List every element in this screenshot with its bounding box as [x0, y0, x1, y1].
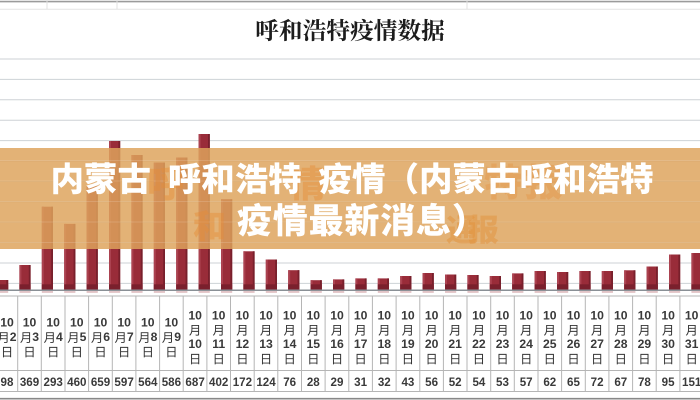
svg-text:31: 31	[685, 337, 699, 351]
svg-text:3: 3	[32, 330, 39, 344]
svg-text:10: 10	[46, 316, 60, 330]
svg-text:53: 53	[496, 376, 509, 389]
svg-text:10: 10	[448, 308, 462, 322]
svg-text:10: 10	[188, 337, 202, 351]
svg-text:65: 65	[567, 376, 580, 389]
svg-text:10: 10	[94, 316, 108, 330]
svg-text:27: 27	[590, 337, 604, 351]
svg-text:25: 25	[543, 337, 557, 351]
svg-text:13: 13	[259, 337, 273, 351]
svg-text:30: 30	[661, 337, 675, 351]
svg-text:20: 20	[425, 337, 439, 351]
svg-text:10: 10	[283, 308, 297, 322]
svg-text:151: 151	[682, 376, 700, 389]
svg-text:10: 10	[307, 308, 321, 322]
svg-text:564: 564	[138, 376, 158, 389]
svg-text:29: 29	[331, 376, 344, 389]
svg-text:402: 402	[209, 376, 228, 389]
svg-text:22: 22	[472, 337, 486, 351]
svg-text:98: 98	[1, 376, 14, 389]
svg-text:21: 21	[448, 337, 462, 351]
svg-text:10: 10	[23, 316, 37, 330]
svg-text:28: 28	[307, 376, 320, 389]
svg-text:10: 10	[165, 316, 179, 330]
svg-text:10: 10	[543, 308, 557, 322]
svg-text:54: 54	[472, 376, 485, 389]
svg-text:9: 9	[174, 330, 181, 344]
svg-text:10: 10	[590, 308, 604, 322]
svg-text:172: 172	[233, 376, 252, 389]
svg-text:10: 10	[685, 308, 699, 322]
svg-text:10: 10	[141, 316, 155, 330]
svg-text:10: 10	[472, 308, 486, 322]
svg-text:43: 43	[401, 376, 414, 389]
svg-text:67: 67	[614, 376, 627, 389]
svg-text:10: 10	[236, 308, 250, 322]
svg-text:12: 12	[236, 337, 250, 351]
svg-text:369: 369	[20, 376, 40, 389]
svg-text:10: 10	[212, 308, 226, 322]
svg-text:4: 4	[56, 330, 63, 344]
svg-text:23: 23	[496, 337, 510, 351]
svg-text:597: 597	[114, 376, 133, 389]
svg-text:10: 10	[614, 308, 628, 322]
svg-text:10: 10	[70, 316, 84, 330]
svg-text:31: 31	[354, 376, 367, 389]
svg-text:659: 659	[91, 376, 111, 389]
svg-text:76: 76	[283, 376, 296, 389]
svg-text:293: 293	[44, 376, 64, 389]
svg-text:124: 124	[256, 376, 276, 389]
svg-text:28: 28	[614, 337, 628, 351]
svg-text:5: 5	[80, 330, 87, 344]
svg-text:32: 32	[378, 376, 391, 389]
svg-text:57: 57	[520, 376, 533, 389]
svg-text:687: 687	[185, 376, 204, 389]
svg-text:14: 14	[283, 337, 297, 351]
svg-text:10: 10	[378, 308, 392, 322]
svg-text:7: 7	[127, 330, 134, 344]
svg-text:15: 15	[307, 337, 321, 351]
svg-text:17: 17	[354, 337, 368, 351]
svg-text:95: 95	[662, 376, 675, 389]
svg-text:11: 11	[212, 337, 225, 351]
svg-text:10: 10	[354, 308, 368, 322]
svg-text:72: 72	[591, 376, 604, 389]
svg-text:26: 26	[567, 337, 581, 351]
svg-text:10: 10	[638, 308, 652, 322]
svg-text:10: 10	[661, 308, 675, 322]
svg-text:460: 460	[67, 376, 86, 389]
svg-text:10: 10	[567, 308, 581, 322]
svg-text:10: 10	[330, 308, 344, 322]
svg-text:19: 19	[401, 337, 415, 351]
svg-text:8: 8	[151, 330, 158, 344]
svg-text:18: 18	[378, 337, 392, 351]
svg-text:16: 16	[330, 337, 344, 351]
svg-text:10: 10	[425, 308, 439, 322]
svg-text:10: 10	[259, 308, 273, 322]
svg-text:10: 10	[519, 308, 533, 322]
svg-text:78: 78	[638, 376, 651, 389]
svg-text:56: 56	[425, 376, 438, 389]
svg-text:24: 24	[519, 337, 533, 351]
svg-text:10: 10	[117, 316, 131, 330]
svg-text:2: 2	[10, 330, 17, 344]
svg-text:10: 10	[496, 308, 510, 322]
svg-text:52: 52	[449, 376, 462, 389]
svg-text:10: 10	[0, 316, 14, 330]
svg-text:62: 62	[543, 376, 556, 389]
svg-text:6: 6	[103, 330, 110, 344]
svg-text:10: 10	[401, 308, 415, 322]
svg-text:586: 586	[162, 376, 182, 389]
svg-text:29: 29	[638, 337, 652, 351]
svg-text:10: 10	[188, 308, 202, 322]
